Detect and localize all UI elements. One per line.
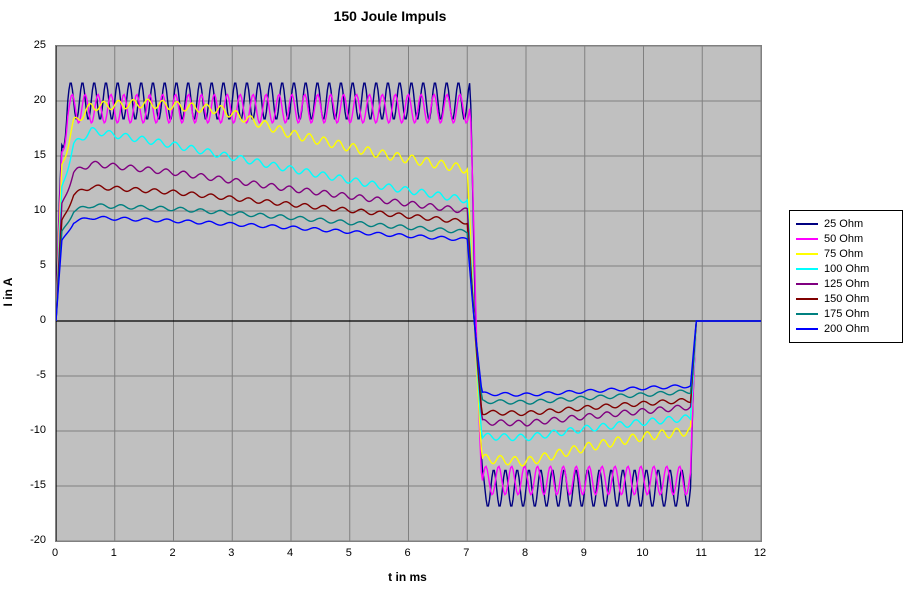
x-tick-label: 9 <box>581 547 587 559</box>
legend-item: 50 Ohm <box>796 233 896 245</box>
x-axis-ticks: 0123456789101112 <box>55 545 760 565</box>
y-tick-label: -5 <box>36 369 46 381</box>
y-tick-label: -10 <box>30 424 46 436</box>
legend-item: 100 Ohm <box>796 263 896 275</box>
legend-label: 25 Ohm <box>824 218 863 230</box>
x-tick-label: 3 <box>228 547 234 559</box>
x-tick-label: 7 <box>463 547 469 559</box>
x-tick-label: 11 <box>696 547 707 559</box>
legend-item: 25 Ohm <box>796 218 896 230</box>
y-tick-label: 25 <box>34 39 46 51</box>
x-tick-label: 12 <box>754 547 766 559</box>
legend-item: 200 Ohm <box>796 323 896 335</box>
x-tick-label: 8 <box>522 547 528 559</box>
chart-title: 150 Joule Impuls <box>0 8 780 24</box>
legend-swatch <box>796 268 818 270</box>
x-tick-label: 2 <box>169 547 175 559</box>
legend-swatch <box>796 238 818 240</box>
legend-swatch <box>796 328 818 330</box>
legend-swatch <box>796 253 818 255</box>
legend-label: 175 Ohm <box>824 308 869 320</box>
x-tick-label: 5 <box>346 547 352 559</box>
legend-item: 125 Ohm <box>796 278 896 290</box>
legend-label: 75 Ohm <box>824 248 863 260</box>
y-axis-ticks: -20-15-10-50510152025 <box>0 45 50 540</box>
x-tick-label: 4 <box>287 547 293 559</box>
plot-svg <box>56 46 761 541</box>
y-tick-label: 15 <box>34 149 46 161</box>
legend-label: 100 Ohm <box>824 263 869 275</box>
x-axis-label: t in ms <box>55 570 760 584</box>
plot-area <box>55 45 762 542</box>
y-tick-label: 10 <box>34 204 46 216</box>
y-tick-label: 0 <box>40 314 46 326</box>
legend-item: 75 Ohm <box>796 248 896 260</box>
x-tick-label: 0 <box>52 547 58 559</box>
y-tick-label: -15 <box>30 479 46 491</box>
legend: 25 Ohm 50 Ohm 75 Ohm 100 Ohm 125 Ohm 150 Ohm 1… <box>789 210 903 343</box>
legend-swatch <box>796 298 818 300</box>
legend-swatch <box>796 313 818 315</box>
legend-item: 175 Ohm <box>796 308 896 320</box>
x-tick-label: 10 <box>636 547 648 559</box>
y-tick-label: 5 <box>40 259 46 271</box>
x-tick-label: 1 <box>111 547 117 559</box>
chart-page: 150 Joule Impuls I in A -20-15-10-505101… <box>0 0 915 595</box>
legend-label: 50 Ohm <box>824 233 863 245</box>
legend-label: 125 Ohm <box>824 278 869 290</box>
x-tick-label: 6 <box>404 547 410 559</box>
legend-label: 150 Ohm <box>824 293 869 305</box>
legend-swatch <box>796 223 818 225</box>
legend-swatch <box>796 283 818 285</box>
y-tick-label: -20 <box>30 534 46 546</box>
legend-item: 150 Ohm <box>796 293 896 305</box>
legend-label: 200 Ohm <box>824 323 869 335</box>
y-tick-label: 20 <box>34 94 46 106</box>
